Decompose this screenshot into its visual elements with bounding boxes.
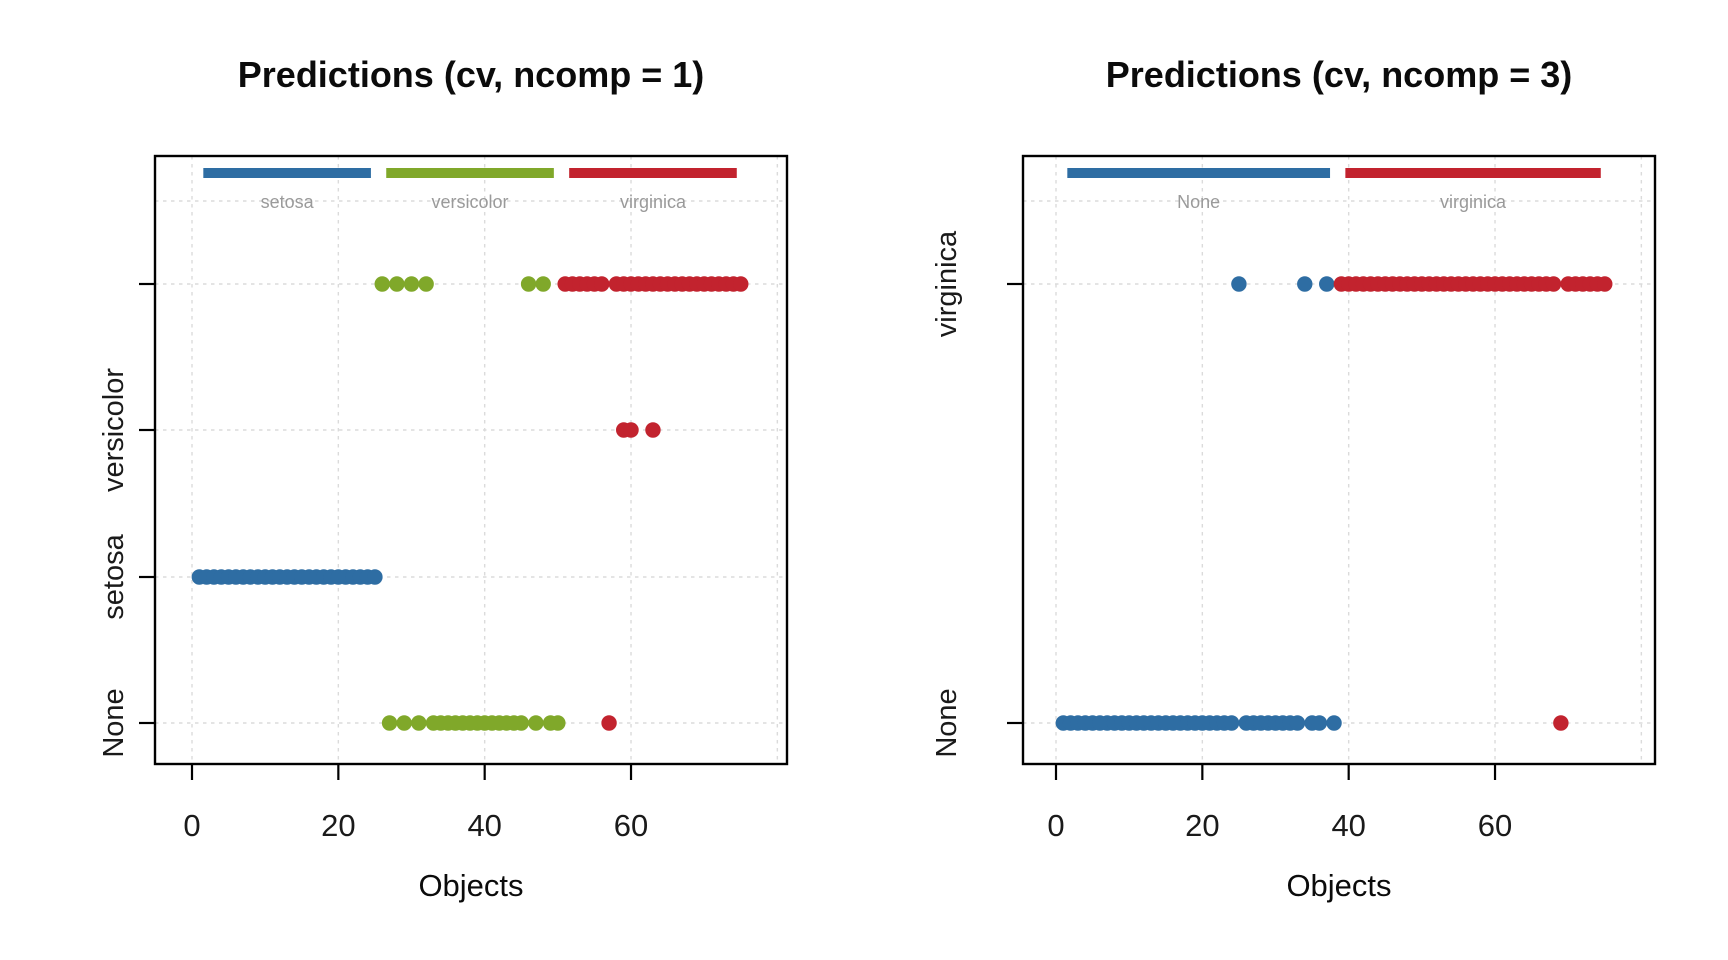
y-category-label: None (931, 688, 963, 757)
plot-box (1021, 154, 1657, 766)
class-reference-label: versicolor (432, 192, 509, 212)
y-category-label: versicolor (98, 368, 130, 492)
data-point (389, 276, 405, 292)
data-point (411, 715, 427, 731)
data-point (1231, 276, 1247, 292)
class-reference-label: virginica (1440, 192, 1507, 212)
class-reference-bar (1345, 168, 1601, 178)
data-point (1545, 276, 1562, 292)
data-point (403, 276, 420, 292)
plot2-x-axis-title: Objects (1286, 868, 1392, 903)
class-reference-bar (1067, 168, 1331, 178)
data-point (733, 276, 749, 292)
x-tick-label: 40 (1331, 808, 1365, 843)
chart-2: None virginica 0 20 40 60 virginica None (931, 154, 1657, 843)
data-point (1319, 276, 1335, 292)
x-tick-label: 0 (1047, 808, 1064, 843)
data-point (1597, 276, 1613, 292)
data-point (550, 715, 566, 731)
data-point (594, 276, 610, 292)
y-category-label: virginica (931, 230, 963, 337)
plot2-title: Predictions (cv, ncomp = 3) (1105, 54, 1573, 95)
x-tick-label: 40 (467, 808, 501, 843)
data-point (1553, 715, 1569, 731)
data-point (381, 715, 398, 731)
class-reference-bar (386, 168, 554, 178)
data-point (1297, 276, 1313, 292)
data-point (396, 715, 412, 731)
x-tick-label: 0 (183, 808, 200, 843)
x-tick-label: 20 (321, 808, 355, 843)
x-tick-label: 20 (1185, 808, 1219, 843)
data-point (520, 276, 537, 292)
data-point (374, 276, 390, 292)
class-reference-label: virginica (620, 192, 687, 212)
data-point (645, 422, 661, 438)
data-point (528, 715, 544, 731)
x-tick-label: 60 (614, 808, 648, 843)
plot1-x-axis-title: Objects (418, 868, 524, 903)
data-point (1311, 715, 1328, 731)
class-reference-bar (569, 168, 737, 178)
class-reference-bar (203, 168, 371, 178)
class-reference-label: None (1177, 192, 1220, 212)
data-point (513, 715, 529, 731)
data-point (623, 422, 639, 438)
data-point (1326, 715, 1342, 731)
data-point (367, 569, 383, 585)
data-point (1223, 715, 1240, 731)
plot-box (153, 154, 789, 766)
x-tick-label: 60 (1478, 808, 1512, 843)
chart-1: setosa versicolor virginica 0 20 40 60 versicol… (98, 154, 789, 843)
data-point (418, 276, 434, 292)
class-reference-label: setosa (261, 192, 315, 212)
y-category-label: setosa (98, 533, 130, 619)
data-point (1289, 715, 1306, 731)
plot1-title: Predictions (cv, ncomp = 1) (237, 54, 705, 95)
y-category-label: None (98, 688, 130, 757)
data-point (601, 715, 617, 731)
data-point (535, 276, 551, 292)
